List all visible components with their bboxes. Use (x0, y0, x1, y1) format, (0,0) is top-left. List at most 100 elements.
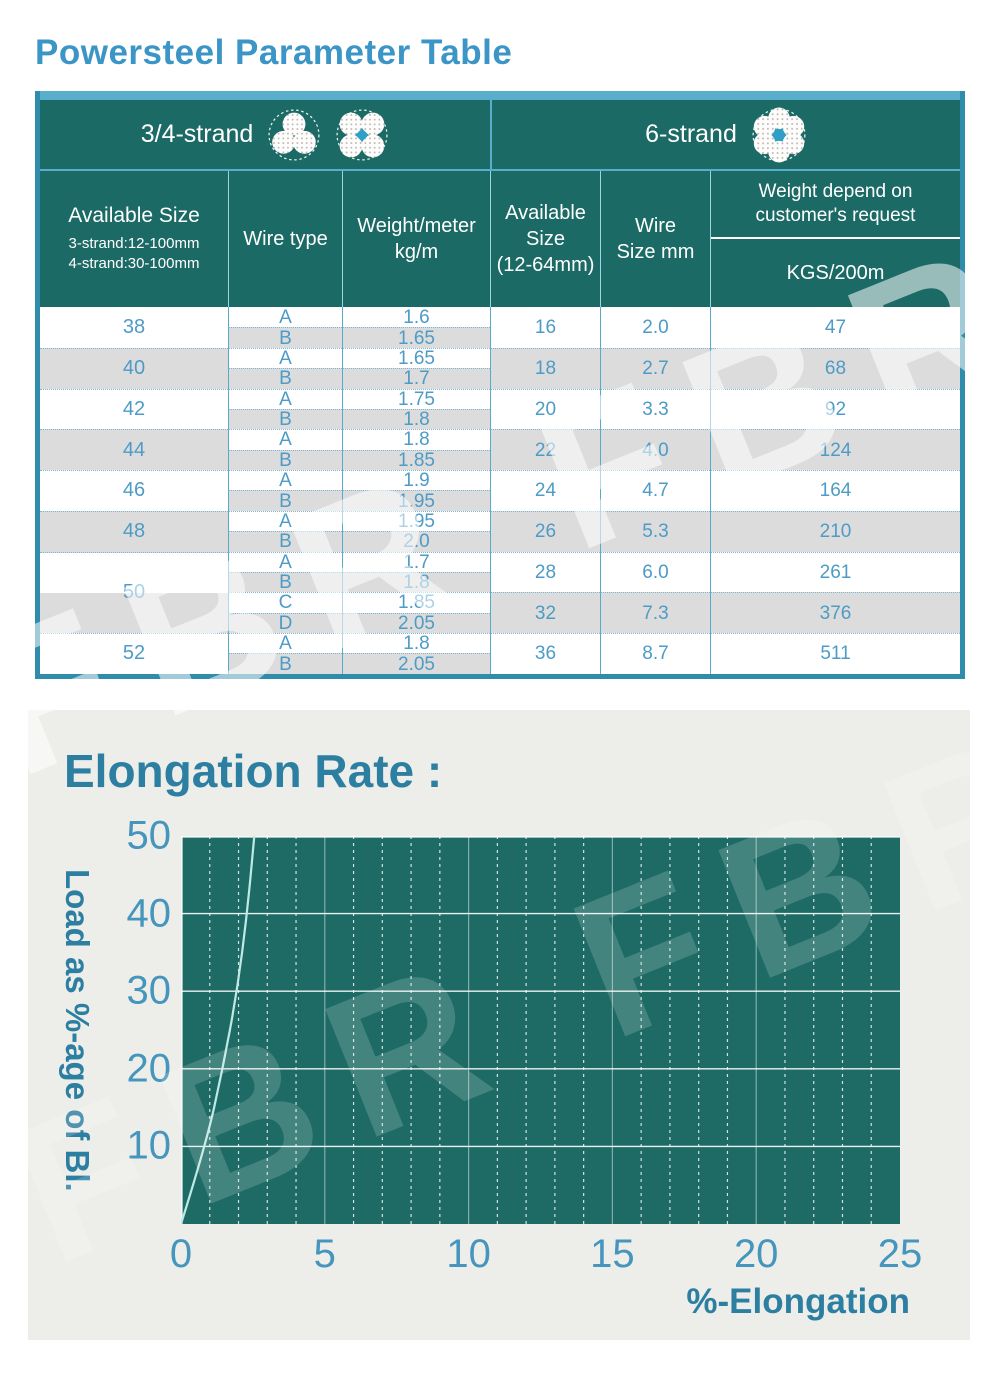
3-strand-cross-section-icon (268, 108, 320, 161)
header-line: (12-64mm) (496, 254, 595, 276)
header-line: Available Size (68, 204, 200, 227)
wire-type-cell: B (228, 368, 342, 389)
y-tick-label: 10 (126, 1123, 172, 1168)
header-line: Size (526, 228, 565, 250)
parameter-table: 3/4-strand 6-strand (35, 91, 965, 679)
size-cell: 50 (40, 551, 228, 633)
kgs-cell: 164 (710, 470, 960, 511)
size-cell: 40 (40, 347, 228, 389)
right-size-cell: 18 (490, 347, 600, 389)
group-header-34-strand-label: 3/4-strand (140, 120, 254, 148)
wire-size-cell: 4.0 (600, 429, 710, 470)
col-header-wire-size: Wire Size mm (600, 171, 710, 307)
wire-type-cell: A (228, 388, 342, 409)
x-tick-label: 15 (590, 1232, 635, 1276)
wire-type-cell: B (228, 408, 342, 430)
wire-type-cell: B (228, 653, 342, 674)
header-line: Weight/meter (357, 215, 476, 237)
right-size-cell: 26 (490, 510, 600, 552)
y-tick-label: 30 (126, 968, 172, 1013)
wire-size-cell: 8.7 (600, 633, 710, 674)
right-size-cell: 32 (490, 592, 600, 633)
wire-type-cell: A (228, 510, 342, 532)
weight-cell: 1.8 (342, 408, 490, 430)
wire-size-cell: 7.3 (600, 592, 710, 633)
page-title: Powersteel Parameter Table (35, 33, 513, 72)
y-tick-label: 40 (126, 891, 172, 936)
wire-type-cell: B (228, 490, 342, 511)
6-strand-cross-section-icon (752, 107, 806, 162)
wire-size-cell: 5.3 (600, 510, 710, 552)
wire-type-cell: A (228, 429, 342, 450)
weight-cell: 1.6 (342, 307, 490, 328)
elongation-chart-card: Elongation Rate : Load as %-age of Bl. 5… (0, 682, 1000, 1340)
wire-type-cell: A (228, 347, 342, 369)
chart-title: Elongation Rate : (64, 745, 443, 797)
y-tick-label: 50 (126, 813, 172, 858)
col-header-weight-request: Weight depend on customer's request KGS/… (710, 171, 960, 307)
table-data-grid: 38 A 1.6 B 1.65 40 A 1.65 B 1.7 42 A 1.75 B 1.8 44 A 1.8 B… (40, 307, 960, 674)
wire-size-cell: 3.3 (600, 388, 710, 430)
header-line: Available (505, 202, 586, 224)
header-line: Size mm (616, 241, 695, 263)
kgs-cell: 376 (710, 592, 960, 633)
right-size-cell: 24 (490, 470, 600, 511)
kgs-cell: 92 (710, 388, 960, 430)
wire-size-cell: 6.0 (600, 551, 710, 593)
y-axis-label: Load as %-age of Bl. (58, 836, 96, 1224)
weight-cell: 1.85 (342, 592, 490, 613)
header-line: 4-strand:30-100mm (68, 255, 200, 272)
header-line: Wire (634, 215, 677, 237)
wire-type-cell: B (228, 531, 342, 552)
wire-type-cell: A (228, 470, 342, 491)
elongation-curve (181, 836, 256, 1224)
x-tick-label: 0 (169, 1232, 193, 1276)
y-tick-label: 20 (126, 1046, 172, 1091)
right-size-cell: 28 (490, 551, 600, 593)
kgs-cell: 261 (710, 551, 960, 593)
col-header-wire-type: Wire type (228, 171, 342, 307)
x-tick-label: 25 (877, 1232, 923, 1276)
x-axis-label: %-Elongation (686, 1282, 910, 1321)
weight-cell: 1.65 (342, 347, 490, 369)
col-header-weight-request-title: Weight depend on customer's request (711, 171, 960, 239)
col-header-kgs-200m: KGS/200m (786, 261, 885, 284)
group-header-6-strand: 6-strand (490, 100, 960, 169)
weight-cell: 1.8 (342, 633, 490, 654)
wire-type-cell: B (228, 449, 342, 470)
plot-svg (181, 836, 900, 1224)
wire-type-cell: D (228, 612, 342, 633)
weight-cell: 1.95 (342, 490, 490, 511)
group-header-6-strand-label: 6-strand (645, 120, 737, 148)
size-cell: 38 (40, 307, 228, 348)
right-size-cell: 22 (490, 429, 600, 470)
right-size-cell: 16 (490, 307, 600, 348)
weight-cell: 1.75 (342, 388, 490, 409)
weight-cell: 1.7 (342, 551, 490, 572)
right-size-cell: 20 (490, 388, 600, 430)
wire-size-cell: 2.0 (600, 307, 710, 348)
x-tick-label: 20 (733, 1232, 779, 1276)
header-line: customer's request (755, 205, 916, 226)
wire-type-cell: B (228, 571, 342, 593)
4-strand-cross-section-icon (336, 108, 388, 161)
kgs-cell: 68 (710, 347, 960, 389)
weight-cell: 1.8 (342, 571, 490, 593)
table-group-header-row: 3/4-strand 6-strand (40, 100, 960, 169)
x-tick-label: 5 (313, 1232, 336, 1276)
col-header-available-size-right: Available Size (12-64mm) (490, 171, 600, 307)
size-cell: 42 (40, 388, 228, 430)
kgs-cell: 124 (710, 429, 960, 470)
right-size-cell: 36 (490, 633, 600, 674)
kgs-cell: 511 (710, 633, 960, 674)
weight-cell: 1.65 (342, 327, 490, 348)
table-column-header-row: Available Size 3-strand:12-100mm 4-stran… (40, 169, 960, 307)
col-header-weight-meter: Weight/meter kg/m (342, 171, 490, 307)
size-cell: 48 (40, 510, 228, 552)
col-header-available-size-left: Available Size 3-strand:12-100mm 4-stran… (40, 171, 228, 307)
wire-type-cell: A (228, 633, 342, 654)
wire-type-cell: A (228, 307, 342, 328)
header-line: Weight depend on (758, 181, 913, 202)
weight-cell: 1.7 (342, 368, 490, 389)
kgs-cell: 47 (710, 307, 960, 348)
